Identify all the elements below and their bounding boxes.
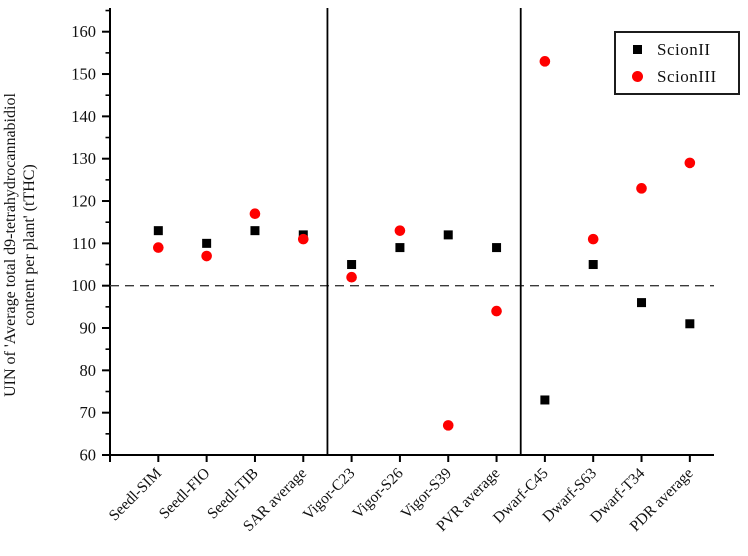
data-point-scionii <box>250 226 260 236</box>
data-point-scionii <box>443 230 453 240</box>
data-point-scionii <box>202 238 212 248</box>
data-point-scioniii <box>346 271 357 283</box>
data-point-scionii <box>685 319 695 329</box>
y-tick-label: 80 <box>80 361 97 380</box>
data-point-scioniii <box>394 225 406 236</box>
legend-item-scioniii: ScionIII <box>616 67 738 87</box>
y-tick-label: 70 <box>80 403 97 422</box>
y-axis-title: content per plant' (tTHC) <box>21 164 38 326</box>
data-point-scionii <box>540 395 550 405</box>
data-point-scioniii <box>684 157 696 169</box>
data-point-scioniii <box>153 242 164 253</box>
data-point-scioniii <box>491 305 502 317</box>
data-point-scionii <box>347 260 357 270</box>
x-category-label: Vigor-C23 <box>300 465 359 524</box>
data-point-scioniii <box>442 420 454 431</box>
x-category-label: Seedl-FIO <box>156 465 214 523</box>
scionii-square-marker-icon <box>631 44 643 56</box>
data-point-scioniii <box>539 56 551 67</box>
x-category-label: Seedl-SIM <box>106 465 166 525</box>
data-point-scionii <box>637 298 647 308</box>
legend-label-scionii: ScionII <box>657 39 711 59</box>
data-point-scioniii <box>636 183 647 194</box>
data-point-scionii <box>492 243 502 253</box>
y-tick-label: 130 <box>71 149 96 168</box>
y-tick-label: 60 <box>80 446 97 465</box>
y-tick-label: 90 <box>80 319 97 338</box>
y-tick-label: 100 <box>71 276 96 295</box>
scioniii-circle-marker-icon <box>631 71 643 83</box>
legend-item-scionii: ScionII <box>616 40 738 60</box>
y-tick-label: 110 <box>72 234 96 253</box>
data-point-scionii <box>395 243 405 253</box>
data-point-scioniii <box>587 233 599 245</box>
y-tick-label: 150 <box>71 65 96 84</box>
data-point-scionii <box>153 226 163 236</box>
legend: ScionII ScionIII <box>614 31 740 95</box>
y-tick-label: 140 <box>71 107 96 126</box>
y-tick-label: 120 <box>71 192 96 211</box>
y-axis-title: UIN of 'Average total d9-tetrahydrocanna… <box>2 93 19 397</box>
data-point-scioniii <box>249 208 261 220</box>
legend-label-scioniii: ScionIII <box>657 66 717 86</box>
data-point-scioniii <box>297 233 309 245</box>
data-point-scionii <box>588 260 598 270</box>
data-point-scioniii <box>201 250 212 262</box>
y-tick-label: 160 <box>71 22 96 41</box>
x-category-label: Vigor-S26 <box>349 465 407 523</box>
